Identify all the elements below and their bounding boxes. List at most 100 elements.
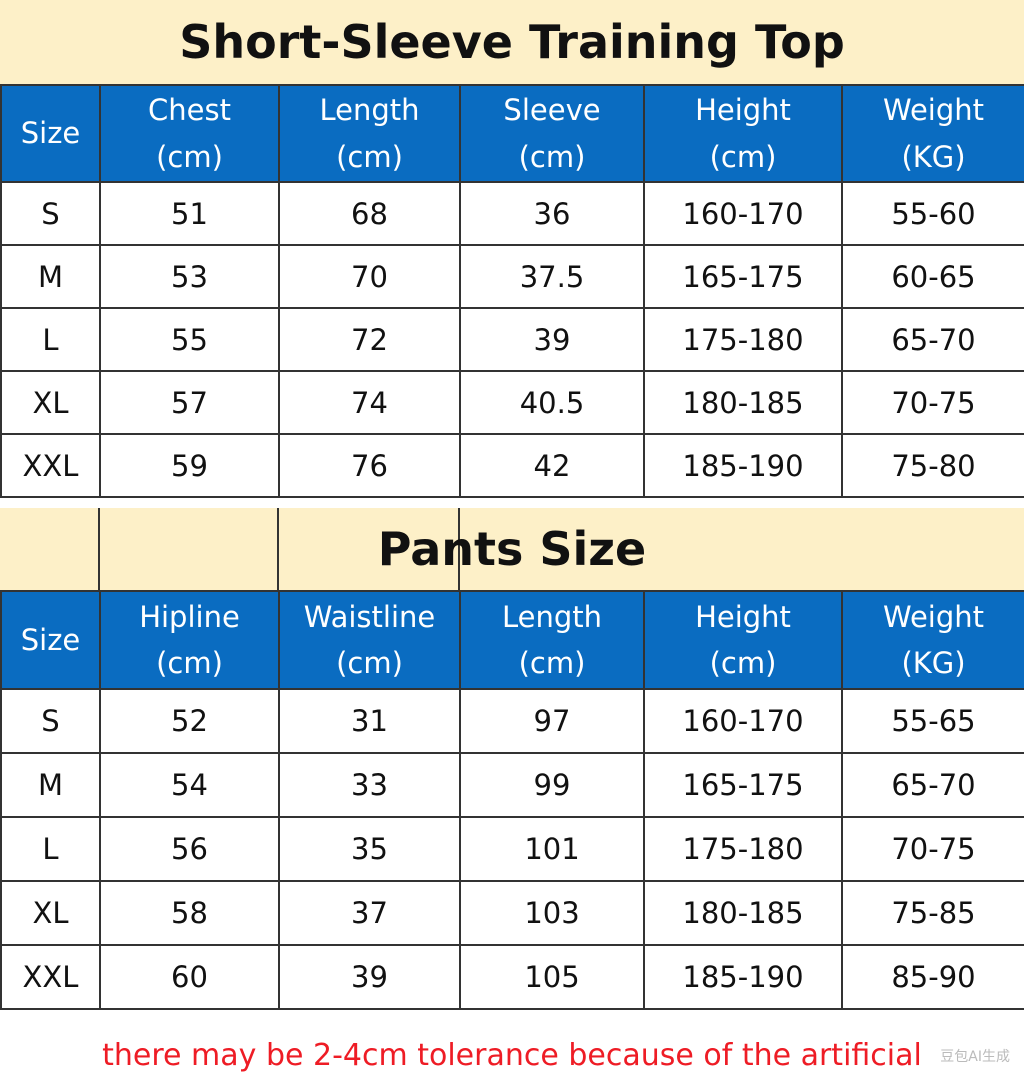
value-cell: 99: [459, 752, 645, 818]
top-title: Short-Sleeve Training Top: [0, 0, 1024, 84]
header-line: Height: [695, 599, 791, 634]
table-row: S 51 68 36 160-170 55-60: [0, 181, 1024, 246]
header-line: Height: [695, 93, 791, 128]
value-cell: 76: [278, 433, 461, 498]
value-cell: 68: [278, 181, 461, 246]
header-line: Weight: [882, 93, 985, 128]
value-cell: 37.5: [459, 244, 645, 309]
value-cell: 180-185: [643, 370, 843, 435]
size-cell: XXL: [0, 944, 101, 1010]
header-line: (cm): [518, 139, 586, 174]
value-cell: 65-70: [841, 307, 1024, 372]
value-cell: 70: [278, 244, 461, 309]
column-header: Size: [0, 84, 101, 183]
size-cell: L: [0, 307, 101, 372]
header-line: (cm): [336, 139, 403, 174]
column-header: Weight (KG): [841, 84, 1024, 183]
value-cell: 31: [278, 688, 461, 754]
value-cell: 33: [278, 752, 461, 818]
value-cell: 59: [99, 433, 280, 498]
header-line: (cm): [709, 139, 777, 174]
table-row: L 55 72 39 175-180 65-70: [0, 307, 1024, 372]
value-cell: 70-75: [841, 370, 1024, 435]
size-cell: M: [0, 244, 101, 309]
header-line: Length: [501, 599, 603, 634]
header-line: Weight: [882, 599, 985, 634]
header-line: Chest: [148, 93, 231, 128]
header-line: Hipline: [139, 599, 240, 634]
header-line: (cm): [156, 139, 223, 174]
column-header: Weight (KG): [841, 590, 1024, 690]
size-cell: XL: [0, 370, 101, 435]
value-cell: 75-80: [841, 433, 1024, 498]
value-cell: 55: [99, 307, 280, 372]
header-line: (KG): [901, 646, 966, 680]
header-row: Size Hipline (cm) Waistline (cm) Length (cm) He…: [0, 590, 1024, 690]
value-cell: 160-170: [643, 181, 843, 246]
header-row: Size Chest (cm) Length (cm) Sleeve (cm) Height (…: [0, 84, 1024, 183]
value-cell: 60: [99, 944, 280, 1010]
column-header: Hipline (cm): [99, 590, 280, 690]
header-line: Size: [20, 622, 81, 657]
value-cell: 57: [99, 370, 280, 435]
value-cell: 39: [459, 307, 645, 372]
value-cell: 85-90: [841, 944, 1024, 1010]
value-cell: 97: [459, 688, 645, 754]
value-cell: 103: [459, 880, 645, 946]
column-header: Sleeve (cm): [459, 84, 645, 183]
value-cell: 185-190: [643, 433, 843, 498]
header-line: (cm): [518, 646, 586, 680]
size-cell: S: [0, 181, 101, 246]
table-row: L 56 35 101 175-180 70-75: [0, 816, 1024, 882]
header-line: (cm): [709, 646, 777, 680]
value-cell: 54: [99, 752, 280, 818]
value-cell: 175-180: [643, 307, 843, 372]
value-cell: 35: [278, 816, 461, 882]
header-line: (KG): [901, 139, 966, 174]
table-row: XL 58 37 103 180-185 75-85: [0, 880, 1024, 946]
table-row: XL 57 74 40.5 180-185 70-75: [0, 370, 1024, 435]
value-cell: 58: [99, 880, 280, 946]
value-cell: 165-175: [643, 752, 843, 818]
value-cell: 39: [278, 944, 461, 1010]
column-header: Length (cm): [278, 84, 461, 183]
tolerance-note: there may be 2-4cm tolerance because of …: [102, 1037, 922, 1073]
table-row: M 53 70 37.5 165-175 60-65: [0, 244, 1024, 309]
size-cell: XL: [0, 880, 101, 946]
value-cell: 55-65: [841, 688, 1024, 754]
value-cell: 75-85: [841, 880, 1024, 946]
value-cell: 165-175: [643, 244, 843, 309]
value-cell: 175-180: [643, 816, 843, 882]
top-size-table: Size Chest (cm) Length (cm) Sleeve (cm) Height (…: [0, 84, 1024, 498]
value-cell: 40.5: [459, 370, 645, 435]
value-cell: 53: [99, 244, 280, 309]
value-cell: 42: [459, 433, 645, 498]
column-header: Size: [0, 590, 101, 690]
size-cell: M: [0, 752, 101, 818]
header-line: (cm): [336, 646, 403, 680]
value-cell: 180-185: [643, 880, 843, 946]
value-cell: 72: [278, 307, 461, 372]
table-row: XXL 59 76 42 185-190 75-80: [0, 433, 1024, 498]
value-cell: 105: [459, 944, 645, 1010]
header-line: Sleeve: [503, 93, 601, 128]
pants-size-table: Size Hipline (cm) Waistline (cm) Length (cm) He…: [0, 590, 1024, 1010]
column-header: Height (cm): [643, 84, 843, 183]
value-cell: 51: [99, 181, 280, 246]
value-cell: 185-190: [643, 944, 843, 1010]
value-cell: 56: [99, 816, 280, 882]
value-cell: 70-75: [841, 816, 1024, 882]
column-header: Height (cm): [643, 590, 843, 690]
value-cell: 160-170: [643, 688, 843, 754]
header-line: Size: [20, 116, 81, 151]
size-cell: XXL: [0, 433, 101, 498]
value-cell: 55-60: [841, 181, 1024, 246]
table-row: M 54 33 99 165-175 65-70: [0, 752, 1024, 818]
column-header: Waistline (cm): [278, 590, 461, 690]
value-cell: 52: [99, 688, 280, 754]
header-line: Waistline: [303, 599, 436, 634]
table-row: S 52 31 97 160-170 55-65: [0, 688, 1024, 754]
column-header: Chest (cm): [99, 84, 280, 183]
header-line: (cm): [156, 646, 223, 680]
value-cell: 60-65: [841, 244, 1024, 309]
